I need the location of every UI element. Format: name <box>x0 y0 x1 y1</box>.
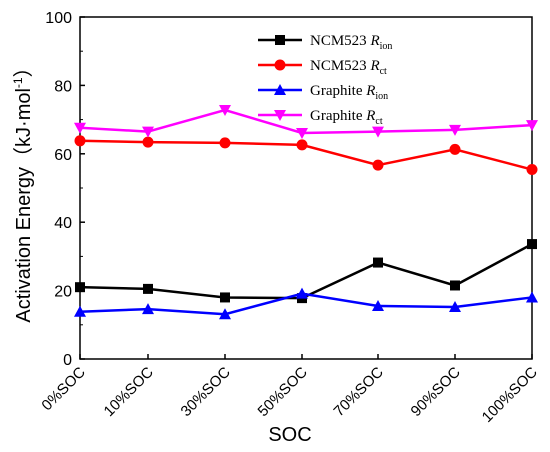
y-tick-label: 0 <box>63 352 72 369</box>
data-point <box>274 84 286 95</box>
y-axis: 0 20 40 60 80 100 <box>45 10 85 369</box>
y-tick-label: 60 <box>54 147 72 164</box>
data-point <box>450 280 460 291</box>
series-layer <box>74 105 538 320</box>
x-tick-label: 70%SOC <box>331 364 387 420</box>
data-point <box>219 308 231 320</box>
data-point <box>449 301 461 313</box>
data-point <box>75 282 85 293</box>
legend-label: NCM523 Rion <box>310 33 392 52</box>
x-tick-label: 10%SOC <box>101 364 157 420</box>
legend: NCM523 Rion NCM523 Rct Graphite Rion Graphi… <box>258 33 392 127</box>
legend-label: NCM523 Rct <box>310 58 387 77</box>
data-point <box>449 124 461 136</box>
x-tick-label: 100%SOC <box>479 364 541 426</box>
x-axis-label: SOC <box>268 424 311 446</box>
data-point <box>74 122 86 134</box>
data-point <box>526 291 538 303</box>
x-tick-label: 90%SOC <box>408 364 464 420</box>
data-point <box>142 303 154 315</box>
data-point <box>220 292 230 303</box>
data-point <box>219 105 231 117</box>
y-axis-label-close: ） <box>12 57 35 77</box>
data-point <box>449 143 461 155</box>
legend-label: Graphite Rion <box>310 83 388 102</box>
data-point <box>142 126 154 138</box>
y-tick-label: 100 <box>45 10 72 27</box>
x-tick-label: 0%SOC <box>38 364 88 414</box>
data-point <box>219 137 231 149</box>
data-point <box>372 159 384 171</box>
data-point <box>275 35 285 45</box>
data-point <box>142 136 154 148</box>
x-tick-label: 50%SOC <box>255 364 311 420</box>
x-axis: 0%SOC 10%SOC 30%SOC 50%SOC 70%SOC 90%SOC 100%S… <box>38 354 541 426</box>
y-axis-label: Activation Energy（kJ·mol-1） <box>11 57 35 322</box>
data-point <box>373 257 383 268</box>
data-point <box>527 239 537 250</box>
data-point <box>372 126 384 138</box>
y-tick-label: 40 <box>54 215 72 232</box>
data-point <box>526 120 538 132</box>
y-axis-label-superscript: -1 <box>11 77 25 88</box>
data-point <box>296 127 308 139</box>
data-point <box>296 139 308 151</box>
data-point <box>74 135 86 147</box>
data-point <box>526 164 538 176</box>
legend-label: Graphite Rct <box>310 108 383 127</box>
x-tick-label: 30%SOC <box>178 364 234 420</box>
data-point <box>74 305 86 317</box>
data-point <box>274 110 286 121</box>
data-point <box>296 287 308 299</box>
y-tick-label: 80 <box>54 78 72 95</box>
data-point <box>372 299 384 311</box>
y-tick-label: 20 <box>54 284 72 301</box>
data-point <box>143 283 153 294</box>
data-point <box>274 59 286 71</box>
